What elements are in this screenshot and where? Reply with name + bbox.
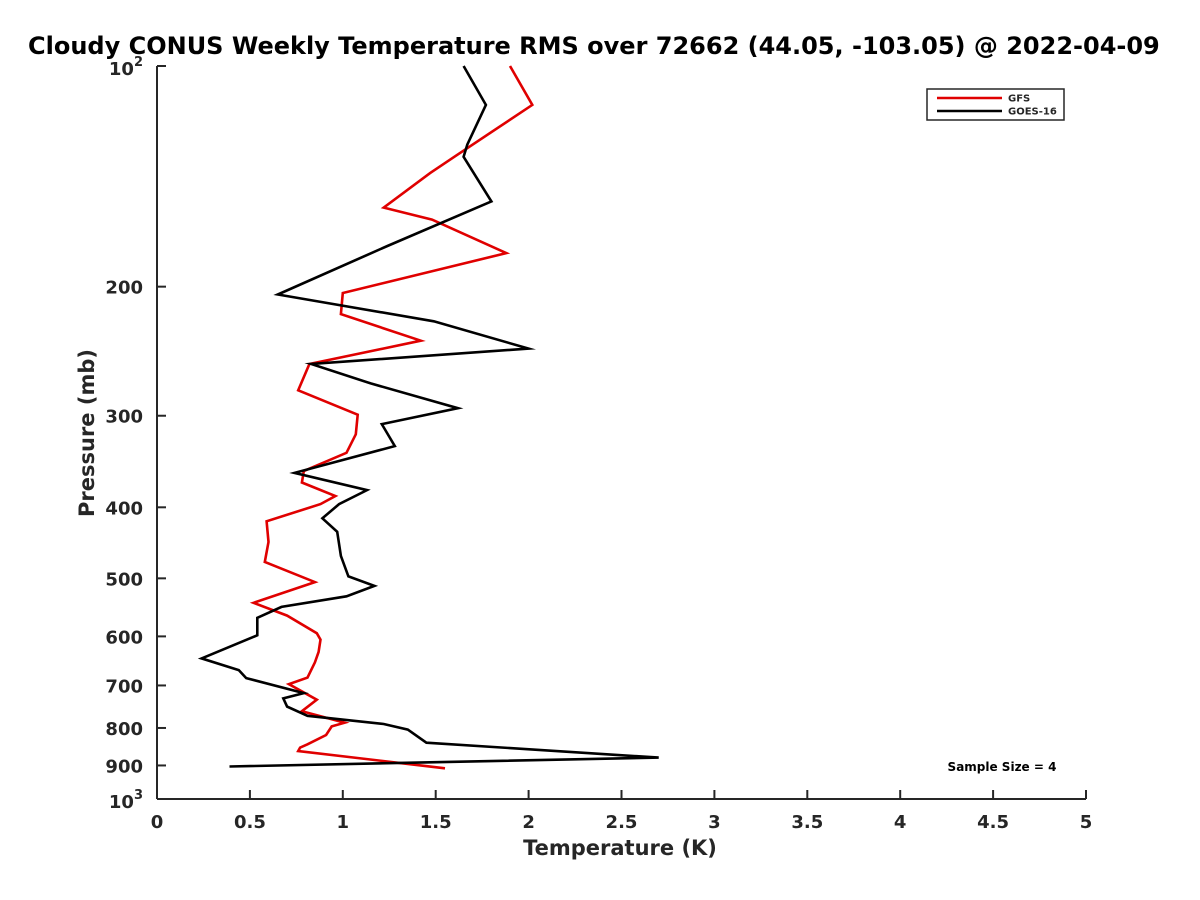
series-line-gfs — [249, 65, 535, 770]
plot-lines — [197, 65, 659, 770]
y-tick-label: 400 — [105, 498, 143, 519]
chart-title: Cloudy CONUS Weekly Temperature RMS over… — [28, 32, 1160, 60]
x-tick-label: 5 — [1080, 812, 1093, 833]
legend: GFS GOES-16 — [926, 88, 1065, 121]
y-tick-label: 500 — [105, 569, 143, 590]
y-tick-label: 103 — [109, 788, 143, 813]
x-tick-label: 4 — [894, 812, 907, 833]
legend-box — [926, 88, 1065, 121]
x-tick-label: 0.5 — [234, 812, 266, 833]
sample-size-annotation: Sample Size = 4 — [948, 760, 1057, 774]
x-axis-label: Temperature (K) — [523, 836, 717, 860]
x-tick-label: 1 — [337, 812, 350, 833]
y-axis-label: Pressure (mb) — [75, 349, 99, 517]
y-tick-label: 700 — [105, 676, 143, 697]
x-tick-label: 2.5 — [606, 812, 638, 833]
legend-label: GOES-16 — [1008, 107, 1057, 118]
x-tick-label: 0 — [151, 812, 164, 833]
x-tick-label: 1.5 — [420, 812, 452, 833]
y-tick-label: 900 — [105, 756, 143, 777]
y-tick-label: 102 — [109, 55, 143, 80]
y-tick-label: 200 — [105, 278, 143, 299]
x-tick-label: 2 — [522, 812, 535, 833]
y-tick-label: 300 — [105, 407, 143, 428]
series-line-goes-16 — [197, 65, 659, 768]
x-tick-label: 3 — [708, 812, 721, 833]
x-tick-label: 4.5 — [977, 812, 1009, 833]
legend-label: GFS — [1008, 94, 1030, 105]
y-tick-label: 600 — [105, 627, 143, 648]
y-tick-label: 800 — [105, 719, 143, 740]
x-tick-label: 3.5 — [791, 812, 823, 833]
plot-axes: 0 0.5 1 1.5 2 2.5 3 3.5 4 4.5 5 102 200 300 400 500 600 7… — [105, 55, 1092, 833]
